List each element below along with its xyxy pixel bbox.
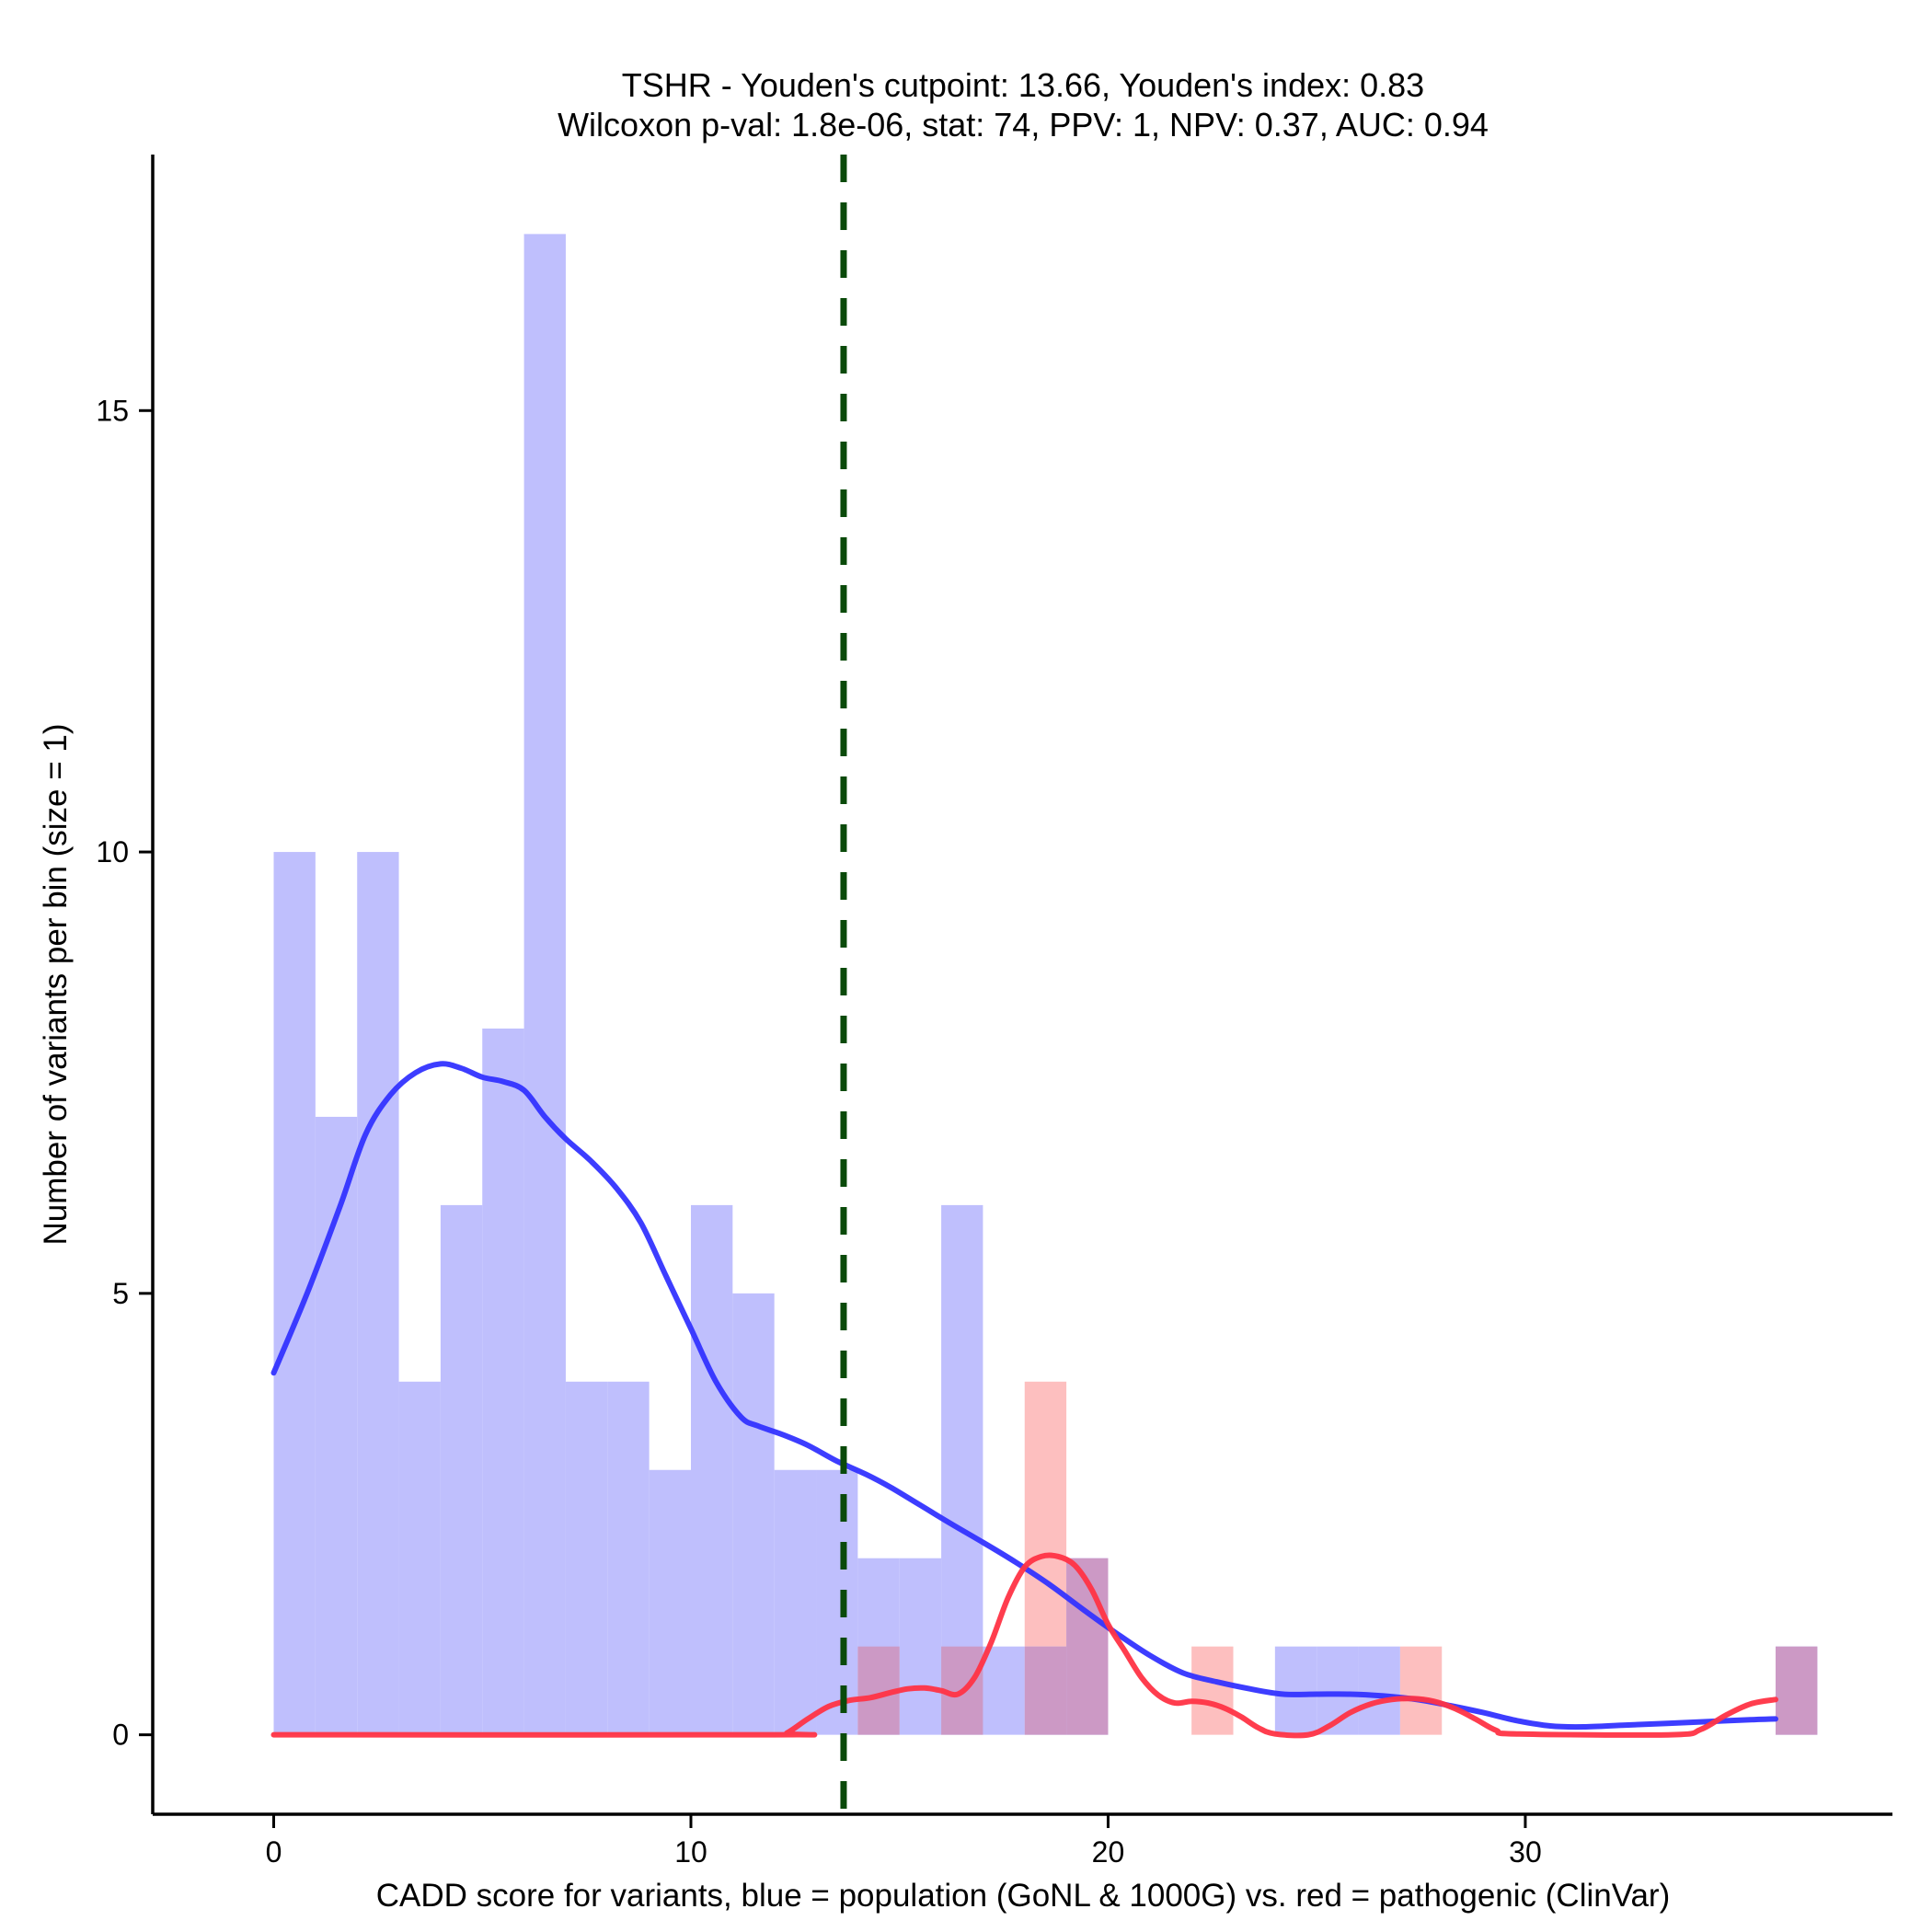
population-bar	[649, 1469, 691, 1735]
y-tick-label: 5	[112, 1277, 129, 1310]
y-tick-label: 15	[96, 394, 129, 427]
x-tick-label: 20	[1092, 1835, 1125, 1869]
population-bar	[732, 1293, 775, 1735]
y-tick-label: 10	[96, 835, 129, 868]
axes	[151, 155, 1892, 1816]
population-density-line	[270, 1061, 1778, 1731]
population-bar	[398, 1381, 441, 1735]
population-bar	[983, 1646, 1025, 1735]
pathogenic-bar	[1399, 1646, 1443, 1735]
population-bar	[482, 1028, 524, 1735]
x-tick-label: 0	[266, 1835, 282, 1869]
population-bar	[1274, 1646, 1317, 1735]
population-bar	[774, 1469, 817, 1735]
population-bar	[565, 1381, 608, 1735]
overlap-bar	[1024, 1646, 1067, 1735]
population-bar	[690, 1204, 733, 1735]
population-bars	[273, 234, 1818, 1735]
overlap-bar	[1066, 1558, 1109, 1735]
ticks: 0 10 20 30 0 5 10 15	[96, 394, 1541, 1869]
population-bar	[1358, 1646, 1400, 1735]
population-bar	[523, 234, 566, 1735]
y-axis-label: Number of variants per bin (size = 1)	[38, 723, 74, 1245]
pathogenic-bar	[1191, 1646, 1234, 1735]
pathogenic-density-line	[270, 1552, 1778, 1739]
overlap-bar	[1776, 1646, 1818, 1735]
population-bar	[899, 1558, 942, 1735]
y-tick-label: 0	[112, 1719, 129, 1752]
population-bar	[607, 1381, 650, 1735]
population-bar	[357, 852, 399, 1735]
pathogenic-bar	[1024, 1381, 1067, 1647]
x-tick-label: 30	[1509, 1835, 1542, 1869]
chart-title-line-2: Wilcoxon p-val: 1.8e-06, stat: 74, PPV: …	[558, 106, 1489, 144]
population-bar	[440, 1204, 483, 1735]
pathogenic-bars	[1024, 1381, 1443, 1735]
x-tick-label: 10	[674, 1835, 707, 1869]
density-lines	[270, 1061, 1778, 1739]
population-bar	[816, 1469, 858, 1735]
chart-title-line-1: TSHR - Youden's cutpoint: 13.66, Youden'…	[622, 66, 1424, 104]
x-axis-label: CADD score for variants, blue = populati…	[376, 1878, 1671, 1914]
